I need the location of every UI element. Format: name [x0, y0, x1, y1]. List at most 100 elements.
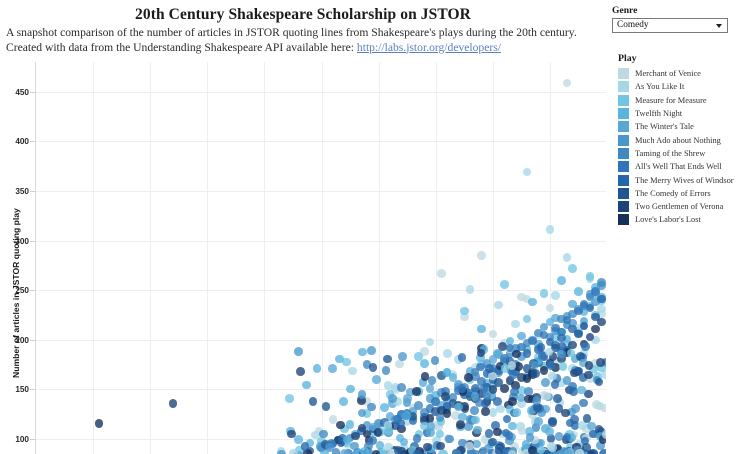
scatter-point[interactable] — [585, 292, 595, 302]
scatter-point[interactable] — [558, 362, 568, 371]
genre-select[interactable]: Comedy — [612, 18, 728, 33]
scatter-point[interactable] — [336, 420, 345, 430]
scatter-point[interactable] — [550, 380, 560, 389]
scatter-point[interactable] — [473, 425, 482, 435]
scatter-point[interactable] — [400, 449, 410, 454]
scatter-point[interactable] — [507, 361, 517, 370]
scatter-point[interactable] — [441, 387, 450, 396]
scatter-point[interactable] — [536, 438, 546, 448]
scatter-point[interactable] — [342, 435, 352, 445]
scatter-point[interactable] — [488, 371, 497, 381]
scatter-point[interactable] — [482, 359, 492, 368]
scatter-point[interactable] — [531, 440, 541, 449]
scatter-point[interactable] — [570, 421, 580, 430]
scatter-point[interactable] — [568, 299, 578, 309]
scatter-point[interactable] — [499, 354, 509, 364]
scatter-point[interactable] — [484, 429, 494, 438]
scatter-point[interactable] — [551, 363, 560, 372]
scatter-point[interactable] — [568, 340, 578, 350]
scatter-point[interactable] — [380, 403, 389, 412]
scatter-point[interactable] — [383, 426, 393, 436]
scatter-point[interactable] — [555, 398, 565, 407]
scatter-point[interactable] — [578, 421, 587, 430]
scatter-point[interactable] — [574, 286, 583, 296]
scatter-point[interactable] — [551, 343, 560, 353]
scatter-point[interactable] — [312, 364, 322, 373]
scatter-point[interactable] — [510, 442, 519, 451]
scatter-point[interactable] — [522, 374, 532, 383]
legend-item[interactable]: Love's Labor's Lost — [612, 213, 734, 226]
scatter-point[interactable] — [602, 430, 606, 439]
scatter-point[interactable] — [397, 383, 406, 392]
scatter-point[interactable] — [591, 297, 600, 307]
scatter-point[interactable] — [596, 309, 606, 319]
scatter-point[interactable] — [386, 449, 396, 454]
scatter-point[interactable] — [388, 394, 397, 404]
scatter-point[interactable] — [459, 312, 469, 322]
scatter-point[interactable] — [342, 357, 351, 367]
scatter-point[interactable] — [548, 443, 557, 452]
scatter-point[interactable] — [302, 380, 311, 390]
scatter-point[interactable] — [308, 397, 318, 407]
scatter-point[interactable] — [397, 424, 406, 434]
scatter-point[interactable] — [378, 449, 388, 454]
scatter-point[interactable] — [591, 312, 600, 322]
scatter-point[interactable] — [505, 376, 515, 385]
scatter-point[interactable] — [496, 404, 505, 414]
scatter-point[interactable] — [565, 418, 575, 428]
scatter-point[interactable] — [319, 429, 328, 439]
scatter-point[interactable] — [364, 441, 373, 451]
scatter-point[interactable] — [545, 337, 555, 347]
scatter-point[interactable] — [585, 332, 595, 342]
scatter-point[interactable] — [599, 448, 606, 454]
scatter-point[interactable] — [548, 371, 557, 381]
scatter-point[interactable] — [531, 423, 541, 433]
scatter-point[interactable] — [551, 313, 560, 323]
scatter-point[interactable] — [493, 427, 502, 437]
scatter-point[interactable] — [457, 384, 467, 393]
scatter-point[interactable] — [362, 360, 372, 369]
scatter-point[interactable] — [584, 361, 594, 370]
legend-item[interactable]: All's Well That Ends Well — [612, 160, 734, 173]
scatter-point[interactable] — [528, 297, 538, 307]
scatter-point[interactable] — [420, 372, 430, 381]
scatter-point[interactable] — [393, 445, 403, 454]
scatter-point[interactable] — [494, 366, 503, 375]
scatter-point[interactable] — [422, 442, 432, 452]
scatter-point[interactable] — [511, 319, 520, 329]
scatter-point[interactable] — [494, 378, 503, 387]
scatter-point[interactable] — [419, 408, 429, 417]
scatter-point[interactable] — [458, 438, 467, 448]
scatter-point[interactable] — [456, 420, 465, 429]
scatter-point[interactable] — [568, 382, 577, 391]
scatter-point[interactable] — [345, 419, 355, 429]
scatter-point[interactable] — [508, 421, 517, 431]
scatter-point[interactable] — [437, 371, 446, 380]
scatter-point[interactable] — [601, 370, 606, 380]
scatter-point[interactable] — [545, 332, 555, 342]
scatter-point[interactable] — [505, 343, 515, 353]
scatter-point[interactable] — [582, 414, 592, 423]
scatter-point[interactable] — [546, 361, 556, 371]
scatter-point[interactable] — [406, 387, 415, 397]
scatter-point[interactable] — [577, 385, 586, 395]
scatter-point[interactable] — [453, 402, 463, 412]
scatter-point[interactable] — [431, 391, 440, 400]
scatter-point[interactable] — [598, 435, 606, 444]
scatter-point[interactable] — [465, 441, 474, 451]
scatter-point[interactable] — [470, 392, 480, 401]
scatter-point[interactable] — [448, 393, 458, 402]
scatter-point[interactable] — [431, 397, 440, 406]
scatter-point[interactable] — [545, 427, 554, 436]
scatter-point[interactable] — [484, 363, 494, 373]
scatter-point[interactable] — [295, 445, 305, 454]
scatter-point[interactable] — [552, 374, 562, 383]
scatter-point[interactable] — [522, 364, 532, 373]
scatter-point[interactable] — [465, 284, 475, 294]
scatter-point[interactable] — [537, 408, 546, 417]
scatter-point[interactable] — [564, 448, 573, 454]
scatter-point[interactable] — [568, 309, 578, 319]
scatter-point[interactable] — [594, 377, 604, 387]
scatter-point[interactable] — [426, 422, 436, 431]
scatter-point[interactable] — [414, 352, 423, 362]
